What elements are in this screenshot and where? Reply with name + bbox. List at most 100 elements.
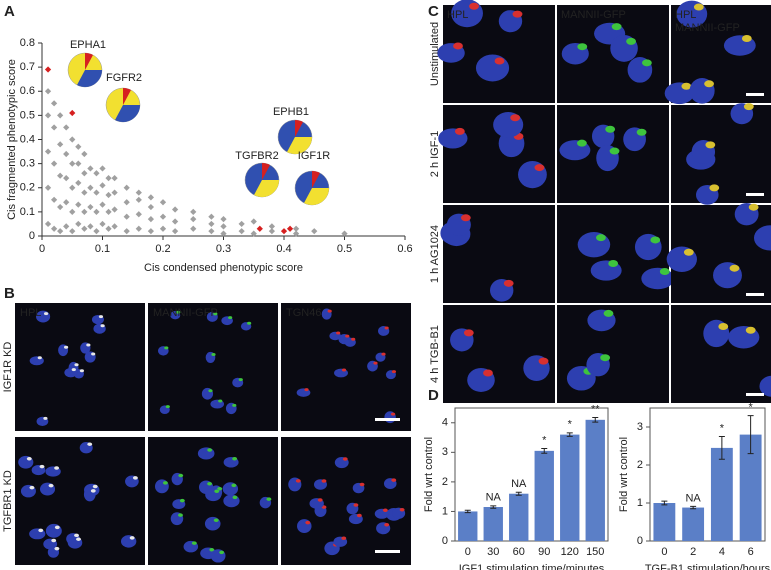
point — [111, 206, 118, 213]
organelle — [211, 352, 216, 356]
organelle — [605, 125, 616, 133]
bar — [653, 503, 676, 541]
column-label: TGN46 — [286, 307, 321, 319]
row-label: IGF1R KD — [2, 342, 14, 393]
micrograph — [281, 437, 411, 565]
organelle — [391, 370, 397, 374]
organelle — [391, 478, 397, 482]
error-bar — [718, 436, 725, 460]
annotation: IGF1R — [298, 150, 330, 162]
organelle — [63, 345, 69, 349]
organelle — [351, 337, 356, 341]
error-bar — [464, 509, 471, 514]
point — [75, 220, 82, 228]
column-label: MANNII-GFP — [153, 307, 218, 319]
point — [63, 150, 70, 158]
point — [208, 213, 215, 220]
organelle — [76, 537, 81, 541]
error-bar — [515, 491, 522, 496]
organelle — [626, 37, 636, 45]
organelle — [26, 457, 32, 461]
x-tick-label: 0 — [465, 546, 471, 558]
point — [50, 124, 58, 131]
point — [99, 201, 106, 208]
plot-frame — [649, 407, 766, 542]
nucleus — [759, 375, 771, 397]
y-tick-label: 0.8 — [20, 37, 35, 49]
organelle — [100, 324, 105, 328]
organelle — [86, 343, 91, 347]
nucleus — [475, 54, 510, 82]
row-label: TGFBR1 KD — [2, 470, 14, 532]
organelle — [90, 489, 96, 493]
y-tick-label: 1 — [637, 497, 643, 509]
organelle — [304, 388, 309, 392]
organelle — [534, 164, 545, 172]
organelle — [91, 352, 96, 356]
x-tick-label: 60 — [513, 546, 525, 558]
annotation: FGFR2 — [106, 72, 142, 84]
organelle — [384, 522, 390, 527]
error-bar — [661, 500, 668, 506]
organelle — [336, 331, 341, 335]
point — [311, 228, 318, 235]
point — [69, 109, 76, 117]
panel-label: C — [428, 3, 439, 20]
point — [99, 165, 106, 172]
scale-bar — [375, 550, 400, 553]
point — [147, 203, 155, 211]
row-label: 2 h IGF-1 — [429, 131, 441, 177]
organelle — [373, 361, 378, 365]
pie-wedge — [77, 70, 102, 87]
y-tick-label: 4 — [442, 417, 448, 429]
organelle — [705, 141, 716, 149]
organelle — [321, 479, 327, 483]
organelle — [79, 369, 85, 373]
point — [238, 220, 245, 228]
annotation: * — [720, 422, 725, 434]
organelle — [510, 114, 521, 122]
organelle — [207, 481, 213, 486]
point — [159, 213, 167, 220]
point — [238, 228, 245, 235]
point — [44, 184, 52, 191]
organelle — [305, 520, 311, 525]
organelle — [317, 498, 323, 502]
organelle — [98, 315, 104, 319]
organelle — [208, 389, 213, 393]
point — [50, 196, 58, 203]
x-tick-label: 150 — [586, 546, 604, 558]
point — [44, 220, 52, 228]
organelle — [217, 486, 223, 491]
x-tick-label: 0.3 — [216, 243, 231, 255]
x-tick-label: 6 — [748, 546, 754, 558]
organelle — [92, 484, 98, 489]
y-tick-label: 3 — [637, 421, 643, 433]
organelle — [353, 503, 359, 507]
organelle — [132, 476, 138, 480]
point — [123, 213, 130, 220]
point — [69, 228, 76, 235]
organelle — [463, 329, 474, 337]
annotation: NA — [486, 492, 502, 504]
point — [208, 220, 215, 228]
scale-bar — [746, 393, 764, 396]
point — [105, 191, 112, 199]
annotation: ** — [591, 403, 600, 415]
y-tick-label: 0.5 — [20, 109, 35, 121]
organelle — [608, 259, 619, 267]
organelle — [382, 508, 388, 513]
x-tick-label: 90 — [538, 546, 550, 558]
organelle — [659, 267, 670, 275]
organelle — [384, 326, 389, 330]
bar — [585, 419, 605, 541]
organelle — [345, 334, 350, 338]
organelle — [718, 322, 729, 330]
pie-wedge — [304, 188, 329, 205]
point — [171, 218, 179, 225]
point — [135, 225, 142, 232]
organelle — [209, 548, 215, 552]
point — [63, 223, 70, 230]
organelle — [399, 507, 405, 512]
